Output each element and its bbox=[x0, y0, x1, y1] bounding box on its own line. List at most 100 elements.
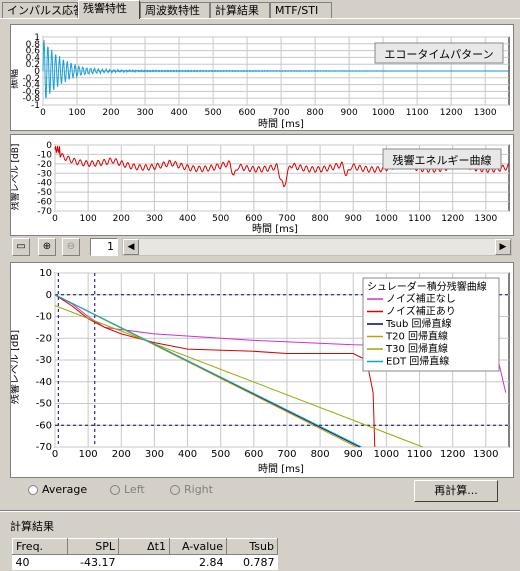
decay-xtick-label: 1200 bbox=[441, 214, 464, 224]
schroeder-xtick-label: 200 bbox=[112, 449, 131, 460]
decay-xtick-label: 200 bbox=[113, 214, 130, 224]
tab-reverberation[interactable]: 残響特性 bbox=[78, 0, 140, 19]
echo-xtick-label: 600 bbox=[238, 108, 255, 118]
echo-chart-panel: 1 0.8 0.6 0.4 0.2 0 -0.2 -0.4 -0.6 -0.8 -1 0 100 200… bbox=[7, 24, 514, 131]
schroeder-ytick-label: -50 bbox=[36, 399, 52, 410]
radio-average[interactable]: Average bbox=[28, 483, 87, 496]
echo-xtick-label: 100 bbox=[68, 108, 85, 118]
cell-a-value: 2.84 bbox=[199, 556, 224, 569]
decay-xtick-label: 900 bbox=[345, 214, 362, 224]
schroeder-xtick-label: 700 bbox=[277, 449, 296, 460]
echo-ytick-label: 1 bbox=[34, 33, 40, 43]
decay-curve bbox=[54, 145, 510, 188]
horizontal-scrollbar[interactable]: ◀ ▶ bbox=[122, 238, 512, 256]
echo-waveform bbox=[42, 39, 510, 99]
echo-ytick-label: -0.8 bbox=[22, 94, 40, 104]
echo-ytick-label: 0.4 bbox=[26, 53, 41, 63]
header-dt1[interactable]: Δt1 bbox=[118, 538, 170, 555]
zoom-out-button[interactable]: ⊖ bbox=[62, 238, 80, 256]
header-freq[interactable]: Freq. bbox=[12, 538, 68, 555]
results-table: Freq. SPL Δt1 A-value Tsub 40 -43.17 2.8… bbox=[12, 538, 278, 570]
echo-chart: 10.80.60.40.20-0.2-0.4-0.6-0.8-1 0 100 200… bbox=[7, 33, 510, 130]
tab-mtf-sti[interactable]: MTF/STI bbox=[270, 2, 332, 18]
echo-xtick-label: 0 bbox=[40, 108, 46, 118]
decay-label-box bbox=[382, 148, 502, 170]
echo-ytick-label: -0.2 bbox=[22, 74, 40, 84]
decay-ytick-label: -60 bbox=[37, 198, 52, 208]
echo-xtick-label: 1200 bbox=[440, 108, 463, 118]
decay-xtick-label: 800 bbox=[312, 214, 329, 224]
echo-ytick-label: -0.6 bbox=[22, 87, 40, 97]
schroeder-ytick-label: -70 bbox=[36, 442, 52, 453]
scroll-left-arrow[interactable]: ◀ bbox=[123, 239, 139, 255]
echo-ylabel: 振幅 bbox=[11, 69, 20, 89]
radio-right[interactable]: Right bbox=[170, 483, 213, 496]
schroeder-ytick-label: -20 bbox=[36, 333, 52, 344]
series-line-4 bbox=[54, 305, 423, 448]
echo-xtick-label: 400 bbox=[170, 108, 187, 118]
header-a-value[interactable]: A-value bbox=[169, 538, 227, 555]
echo-xtick-label: 900 bbox=[341, 108, 358, 118]
echo-xtick-label: 800 bbox=[307, 108, 324, 118]
decay-xtick-label: 600 bbox=[245, 214, 262, 224]
legend-item: T20 回帰直線 bbox=[385, 330, 448, 343]
tab-results[interactable]: 計算結果 bbox=[210, 2, 270, 18]
fit-view-icon: ▭ bbox=[16, 241, 26, 252]
schroeder-ytick-label: -60 bbox=[36, 420, 52, 431]
tab-impulse-response[interactable]: インパルス応答 bbox=[2, 2, 84, 18]
echo-ytick-label: 0.2 bbox=[26, 60, 40, 70]
schroeder-xtick-label: 1200 bbox=[440, 449, 465, 460]
fit-view-button[interactable]: ▭ bbox=[12, 238, 30, 256]
radio-right-label: Right bbox=[184, 483, 213, 496]
radio-right-circle bbox=[170, 485, 180, 495]
page-number-field[interactable]: 1 bbox=[90, 238, 118, 256]
schroeder-xtick-label: 1300 bbox=[473, 449, 498, 460]
tab-frequency[interactable]: 周波数特性 bbox=[140, 2, 210, 18]
decay-xtick-label: 400 bbox=[179, 214, 196, 224]
legend-title: シュレーダー積分残響曲線 bbox=[367, 280, 487, 293]
cell-tsub: 0.787 bbox=[243, 556, 275, 569]
decay-ylabel: 残響レベル [dB] bbox=[11, 144, 21, 211]
echo-xtick-label: 1000 bbox=[372, 108, 395, 118]
radio-average-circle bbox=[28, 485, 38, 495]
decay-xtick-label: 1300 bbox=[474, 214, 497, 224]
decay-xtick-label: 100 bbox=[80, 214, 97, 224]
schroeder-xtick-label: 900 bbox=[344, 449, 363, 460]
decay-chart-panel: 0 -10 -20 -30 -40 -50 -60 -70 0 100 200 300 400 500 6… bbox=[9, 134, 514, 236]
decay-ytick-label: -50 bbox=[37, 188, 52, 198]
schroeder-chart: 100-10-20-30-40-50-60-70 0 100 200 300 400 50… bbox=[8, 268, 510, 475]
header-tsub[interactable]: Tsub bbox=[226, 538, 278, 555]
decay-xtick-label: 700 bbox=[278, 214, 295, 224]
legend-item: EDT 回帰直線 bbox=[386, 355, 449, 368]
recalculate-button[interactable]: 再計算... bbox=[414, 480, 498, 502]
legend-item: T30 回帰直線 bbox=[385, 342, 448, 355]
schroeder-ytick-label: 10 bbox=[39, 268, 52, 279]
tab-bar: インパルス応答 残響特性 周波数特性 計算結果 MTF/STI bbox=[0, 0, 520, 19]
table-row[interactable]: 40 -43.17 2.84 0.787 bbox=[13, 555, 278, 571]
schroeder-xtick-label: 1000 bbox=[374, 449, 399, 460]
schroeder-xtick-label: 600 bbox=[244, 449, 263, 460]
decay-label: 残響エネルギー曲線 bbox=[393, 153, 492, 167]
schroeder-xtick-label: 0 bbox=[52, 449, 58, 460]
radio-left-label: Left bbox=[124, 483, 145, 496]
tab-divider bbox=[0, 18, 520, 19]
echo-ytick-label: -1 bbox=[31, 101, 40, 111]
echo-label-box bbox=[374, 42, 504, 64]
scroll-right-arrow[interactable]: ▶ bbox=[495, 239, 511, 255]
decay-xlabel: 時間 [ms] bbox=[252, 223, 298, 235]
decay-xtick-label: 1000 bbox=[375, 214, 398, 224]
results-header-row: Freq. SPL Δt1 A-value Tsub bbox=[12, 538, 278, 555]
results-title: 計算結果 bbox=[10, 520, 54, 533]
echo-xtick-label: 500 bbox=[204, 108, 221, 118]
header-spl[interactable]: SPL bbox=[67, 538, 119, 555]
legend-item: Tsub 回帰直線 bbox=[385, 317, 452, 330]
schroeder-xtick-label: 100 bbox=[79, 449, 98, 460]
radio-left[interactable]: Left bbox=[110, 483, 145, 496]
zoom-in-icon: ⊕ bbox=[42, 241, 52, 252]
echo-ytick-label: -0.4 bbox=[22, 81, 40, 91]
decay-ytick-label: 0 bbox=[46, 141, 52, 151]
zoom-in-button[interactable]: ⊕ bbox=[38, 238, 56, 256]
echo-xtick-label: 1100 bbox=[406, 108, 429, 118]
series-line-1 bbox=[54, 294, 376, 448]
